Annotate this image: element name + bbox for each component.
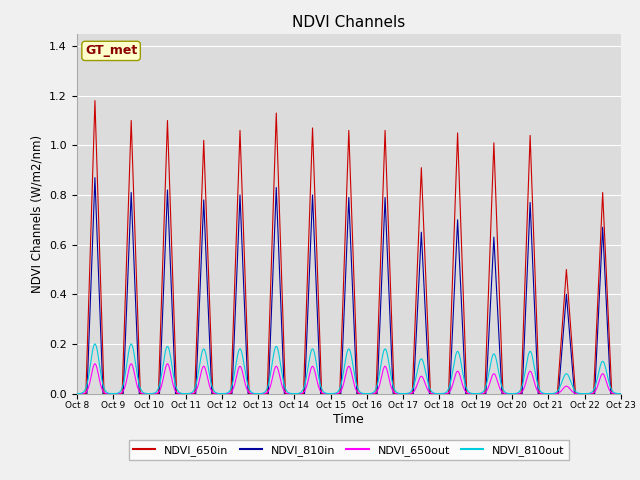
- NDVI_650out: [260, 391, 268, 396]
- Legend: NDVI_650in, NDVI_810in, NDVI_650out, NDVI_810out: NDVI_650in, NDVI_810in, NDVI_650out, NDV…: [129, 440, 569, 460]
- Y-axis label: NDVI Channels (W/m2/nm): NDVI Channels (W/m2/nm): [31, 134, 44, 293]
- NDVI_650in: [108, 391, 116, 396]
- NDVI_810in: [310, 239, 318, 245]
- NDVI_650out: [516, 390, 524, 396]
- NDVI_650out: [310, 367, 318, 372]
- NDVI_810out: [260, 390, 268, 396]
- Line: NDVI_650out: NDVI_650out: [77, 364, 621, 394]
- NDVI_810in: [193, 352, 201, 358]
- NDVI_650out: [91, 361, 99, 367]
- NDVI_650in: [310, 180, 318, 186]
- NDVI_810in: [617, 391, 625, 396]
- NDVI_810in: [73, 391, 81, 396]
- NDVI_810in: [91, 175, 99, 180]
- Title: NDVI Channels: NDVI Channels: [292, 15, 405, 30]
- NDVI_810out: [193, 375, 201, 381]
- NDVI_810out: [127, 341, 135, 347]
- NDVI_810out: [310, 350, 318, 356]
- NDVI_650out: [108, 391, 116, 396]
- Line: NDVI_810in: NDVI_810in: [77, 178, 621, 394]
- NDVI_650in: [617, 391, 625, 396]
- NDVI_650in: [516, 391, 524, 396]
- NDVI_810in: [516, 391, 524, 396]
- NDVI_650out: [617, 391, 625, 396]
- Line: NDVI_810out: NDVI_810out: [77, 344, 621, 394]
- NDVI_810out: [86, 361, 94, 367]
- NDVI_650in: [73, 391, 81, 396]
- NDVI_810out: [516, 388, 524, 394]
- X-axis label: Time: Time: [333, 413, 364, 426]
- NDVI_810out: [108, 391, 116, 396]
- Text: GT_met: GT_met: [85, 44, 137, 58]
- NDVI_650out: [73, 391, 81, 396]
- NDVI_810in: [86, 297, 94, 302]
- NDVI_810in: [108, 391, 116, 396]
- NDVI_810out: [73, 391, 81, 396]
- NDVI_810out: [617, 391, 625, 396]
- NDVI_650in: [260, 391, 268, 396]
- NDVI_650in: [86, 243, 94, 249]
- NDVI_650out: [193, 385, 201, 391]
- NDVI_650in: [91, 98, 99, 104]
- Line: NDVI_650in: NDVI_650in: [77, 101, 621, 394]
- NDVI_810in: [260, 391, 268, 396]
- NDVI_650out: [86, 377, 94, 383]
- NDVI_650in: [193, 316, 201, 322]
